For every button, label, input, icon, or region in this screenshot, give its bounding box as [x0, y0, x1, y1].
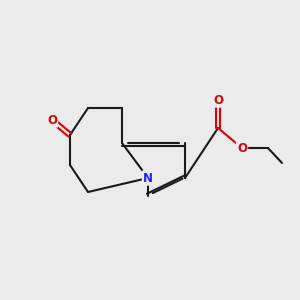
- Text: O: O: [213, 94, 223, 106]
- Text: N: N: [143, 172, 153, 184]
- Text: O: O: [237, 142, 247, 154]
- Text: O: O: [47, 113, 57, 127]
